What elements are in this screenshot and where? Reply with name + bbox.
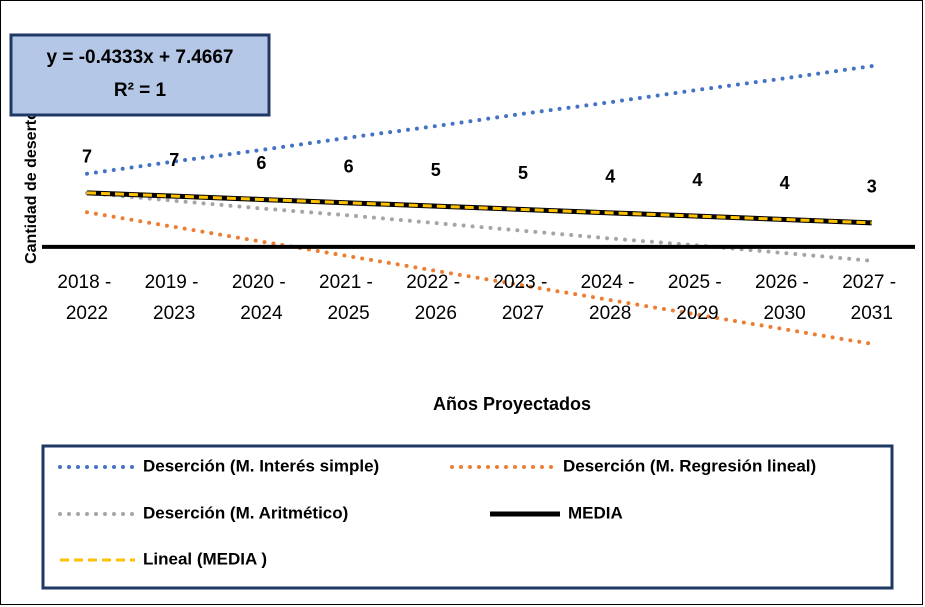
x-tick-label-line: 2018 - xyxy=(57,272,116,293)
data-label: 7 xyxy=(82,147,92,167)
x-tick-label-line: 2023 xyxy=(153,303,195,324)
x-tick-label-line: 2019 - xyxy=(145,272,204,293)
x-tick-label-line: 2026 - xyxy=(755,272,814,293)
x-tick-label-line: 2022 xyxy=(66,303,108,324)
x-tick-label: 2020 - 2024 xyxy=(232,272,291,324)
x-tick-label-line: 2027 - xyxy=(842,272,901,293)
x-tick-label-line: 2025 - xyxy=(668,272,727,293)
x-tick-label-line: 2020 - xyxy=(232,272,291,293)
x-tick-label: 2022 - 2026 xyxy=(406,272,465,324)
data-label: 3 xyxy=(867,177,877,197)
data-label: 5 xyxy=(431,160,441,180)
series-line xyxy=(86,191,872,225)
x-tick-label-line: 2022 - xyxy=(406,272,465,293)
data-label: 6 xyxy=(256,153,266,173)
x-tick-label-line: 2026 xyxy=(415,303,457,324)
data-label: 6 xyxy=(344,157,354,177)
data-label: 4 xyxy=(692,170,702,190)
x-axis-title: Años Proyectados xyxy=(433,394,591,414)
series-line xyxy=(85,210,874,346)
x-tick-label-line: 2024 - xyxy=(581,272,640,293)
x-tick-label: 2026 - 2030 xyxy=(755,272,814,324)
data-label: 4 xyxy=(780,173,790,193)
data-label: 5 xyxy=(518,163,528,183)
x-tick-label-line: 2024 xyxy=(240,303,283,324)
x-tick-label: 2027 - 2031 xyxy=(842,272,901,324)
data-label: 4 xyxy=(605,167,615,187)
x-tick-label: 2018 - 2022 xyxy=(57,272,116,324)
x-tick-label: 2024 - 2028 xyxy=(581,272,640,324)
legend-items: Deserción (M. Interés simple) Deserción (… xyxy=(58,456,816,568)
x-tick-label-line: 2031 xyxy=(851,303,893,324)
legend-label: Deserción (M. Aritmético) xyxy=(143,503,348,522)
x-tick-label-line: 2021 - xyxy=(319,272,378,293)
x-tick-label: 2019 - 2023 xyxy=(145,272,204,324)
legend xyxy=(41,444,894,590)
series-line xyxy=(85,191,874,263)
data-label: 7 xyxy=(169,150,179,170)
r-squared: R² = 1 xyxy=(114,80,167,101)
x-tick-label: 2025 - 2029 xyxy=(668,272,727,324)
x-tick-label: 2021 - 2025 xyxy=(319,272,378,324)
x-tick-label: 2023 - 2027 xyxy=(493,272,552,324)
x-tick-label-line: 2023 - xyxy=(493,272,552,293)
legend-label: Deserción (M. Interés simple) xyxy=(143,456,379,475)
x-tick-label-line: 2029 xyxy=(676,303,718,324)
y-axis-title: Cantidad de desertores xyxy=(23,86,40,264)
equation: y = -0.4333x + 7.4667 xyxy=(47,47,234,68)
legend-label: MEDIA xyxy=(568,503,623,522)
legend-label: Deserción (M. Regresión lineal) xyxy=(563,456,816,475)
x-tick-label-line: 2027 xyxy=(502,303,544,324)
series-line xyxy=(85,64,874,176)
plot: 7 7 6 6 5 5 4 4 4 3 2018 - 2022 2019 - 2023 2020 - 2… xyxy=(42,64,915,346)
legend-label: Lineal (MEDIA ) xyxy=(143,549,267,568)
x-tick-label-line: 2028 xyxy=(589,303,631,324)
x-tick-label-line: 2030 xyxy=(763,303,805,324)
x-tick-label-line: 2025 xyxy=(327,303,369,324)
equation-box xyxy=(9,33,271,117)
